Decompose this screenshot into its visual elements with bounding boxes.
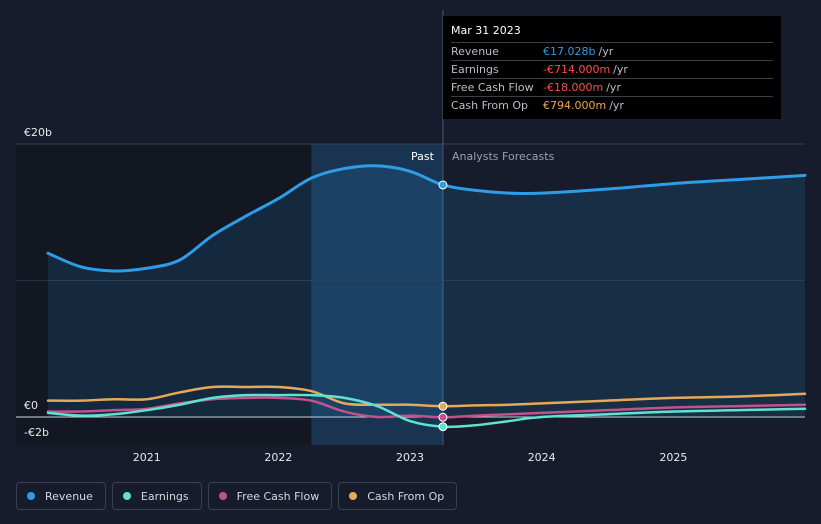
series-lines — [46, 164, 807, 429]
past-label: Past — [411, 150, 435, 163]
legend-dot-icon — [122, 492, 131, 500]
legend-label: Revenue — [45, 489, 93, 503]
tooltip-row-value: €17.028b — [543, 45, 596, 58]
revenue-area — [48, 165, 805, 417]
chart-gridlines — [16, 10, 805, 445]
tooltip-row-value: -€714.000m — [543, 63, 611, 76]
legend-item-free-cash-flow[interactable]: Free Cash Flow — [207, 482, 333, 510]
x-tick-label: 2025 — [659, 451, 687, 464]
legend-item-revenue[interactable]: Revenue — [16, 482, 106, 510]
tooltip-row-label: Revenue — [451, 45, 499, 58]
tooltip-row: Earnings -€714.000m/yr — [451, 60, 773, 78]
tooltip-row: Free Cash Flow -€18.000m/yr — [451, 78, 773, 96]
chart-legend: Revenue Earnings Free Cash Flow Cash From O… — [16, 482, 463, 512]
legend-label: Earnings — [140, 489, 189, 503]
tooltip-row-unit: /yr — [613, 63, 628, 76]
tooltip-row-value: €794.000m — [543, 99, 607, 112]
tooltip-row-label: Cash From Op — [451, 99, 529, 112]
tooltip-date: Mar 31 2023 — [451, 24, 521, 37]
legend-dot-icon — [27, 492, 35, 500]
revenue-point — [438, 180, 448, 190]
free-cash-flow-point — [438, 412, 448, 422]
y-tick-label: -€2b — [24, 426, 49, 439]
legend-dot-icon — [218, 492, 227, 500]
cash-from-op-point — [438, 401, 448, 411]
series-markers — [438, 180, 448, 432]
tooltip-row-label: Earnings — [451, 63, 499, 76]
tooltip-row: Revenue €17.028b/yr — [451, 42, 773, 60]
earnings-line — [46, 393, 807, 429]
data-tooltip: Mar 31 2023 Revenue €17.028b/yr Earnings -€… — [443, 16, 781, 119]
tooltip-row-unit: /yr — [609, 99, 624, 112]
past-year-highlight — [311, 144, 443, 445]
tooltip-row-value: -€18.000m — [543, 81, 604, 94]
forecast-label: Analysts Forecasts — [452, 150, 555, 163]
x-tick-label: 2021 — [133, 451, 161, 464]
x-tick-label: 2024 — [528, 451, 556, 464]
tooltip-row: Cash From Op €794.000m/yr — [451, 96, 773, 114]
tooltip-row-label: Free Cash Flow — [451, 81, 534, 94]
x-tick-label: 2023 — [396, 451, 424, 464]
tooltip-row-unit: /yr — [606, 81, 621, 94]
earnings-point — [438, 422, 448, 432]
revenue-line — [46, 164, 807, 273]
y-tick-label: €0 — [24, 399, 38, 412]
y-tick-label: €20b — [24, 126, 52, 139]
tooltip-row-unit: /yr — [598, 45, 614, 58]
legend-label: Free Cash Flow — [236, 489, 320, 503]
legend-item-earnings[interactable]: Earnings — [111, 482, 202, 510]
revenue-area-fill — [48, 165, 805, 417]
legend-item-cash-from-op[interactable]: Cash From Op — [338, 482, 458, 510]
tooltip-rows: Revenue €17.028b/yr Earnings -€714.000m/yr F… — [451, 42, 773, 114]
x-tick-label: 2022 — [264, 451, 292, 464]
axis-labels: €20b €0 -€2b 2021 2022 2023 2024 2025 Past Analys… — [24, 126, 687, 464]
legend-label: Cash From Op — [367, 489, 445, 503]
legend-dot-icon — [349, 492, 358, 500]
